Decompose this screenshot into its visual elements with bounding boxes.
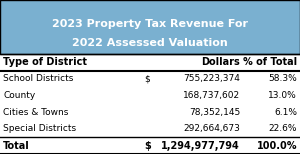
FancyBboxPatch shape bbox=[0, 0, 300, 54]
Text: Cities & Towns: Cities & Towns bbox=[3, 108, 68, 117]
Text: 292,664,673: 292,664,673 bbox=[183, 124, 240, 134]
Text: 22.6%: 22.6% bbox=[268, 124, 297, 134]
Text: 100.0%: 100.0% bbox=[256, 141, 297, 151]
Text: 13.0%: 13.0% bbox=[268, 91, 297, 100]
Text: Type of District: Type of District bbox=[3, 57, 87, 67]
Text: Special Districts: Special Districts bbox=[3, 124, 76, 134]
Text: % of Total: % of Total bbox=[243, 57, 297, 67]
Text: 2023 Property Tax Revenue For: 2023 Property Tax Revenue For bbox=[52, 19, 248, 29]
Text: 2022 Assessed Valuation: 2022 Assessed Valuation bbox=[72, 38, 228, 48]
Text: $: $ bbox=[144, 74, 150, 83]
Text: 6.1%: 6.1% bbox=[274, 108, 297, 117]
Text: 78,352,145: 78,352,145 bbox=[189, 108, 240, 117]
Text: $: $ bbox=[144, 141, 151, 151]
Text: Total: Total bbox=[3, 141, 30, 151]
Text: 755,223,374: 755,223,374 bbox=[183, 74, 240, 83]
Text: County: County bbox=[3, 91, 35, 100]
Text: 1,294,977,794: 1,294,977,794 bbox=[161, 141, 240, 151]
Text: 168,737,602: 168,737,602 bbox=[183, 91, 240, 100]
Text: School Districts: School Districts bbox=[3, 74, 74, 83]
Text: Dollars: Dollars bbox=[201, 57, 240, 67]
Text: 58.3%: 58.3% bbox=[268, 74, 297, 83]
